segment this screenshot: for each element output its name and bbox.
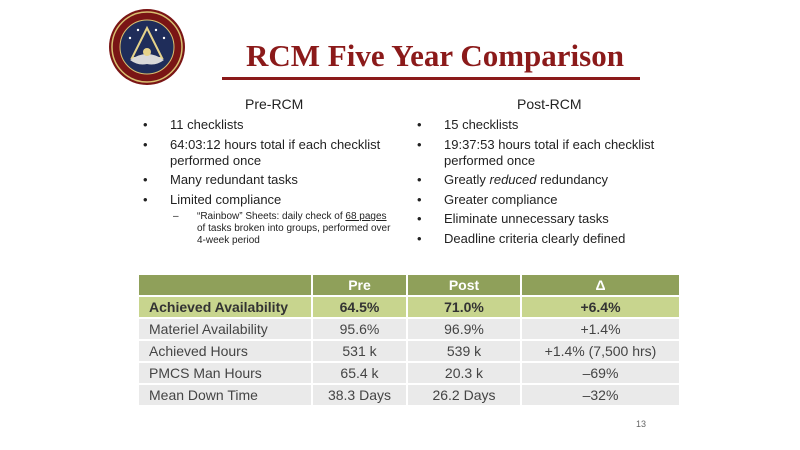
post-bullet-4: Greater compliance [417, 192, 687, 208]
post-value: 20.3 k [408, 363, 520, 383]
pre-value: 95.6% [313, 319, 406, 339]
row-separator [139, 383, 679, 385]
table-row: Mean Down Time 38.3 Days 26.2 Days –32% [139, 385, 679, 405]
table-row: PMCS Man Hours 65.4 k 20.3 k –69% [139, 363, 679, 383]
pre-rcm-heading: Pre-RCM [245, 96, 304, 112]
sub-bullet-text: “Rainbow” Sheets: daily check of 68 page… [197, 211, 397, 247]
header-separator [139, 295, 679, 297]
sub-text-underlined: 68 pages [345, 211, 387, 222]
pre-bullet-4: Limited compliance [143, 192, 413, 208]
page-number: 13 [636, 419, 647, 429]
delta-value: –69% [522, 363, 679, 383]
post-value: 71.0% [408, 297, 520, 317]
table-row: Achieved Availability 64.5% 71.0% +6.4% [139, 297, 679, 317]
sub-bullet-dash: – [173, 211, 179, 222]
pre-value: 531 k [313, 341, 406, 361]
post-bullet-3-italic: reduced [489, 172, 537, 187]
post-rcm-list: 15 checklists 19:37:53 hours total if ea… [417, 117, 687, 250]
pre-value: 64.5% [313, 297, 406, 317]
header-delta: Δ [522, 275, 679, 295]
row-separator [139, 317, 679, 319]
pre-bullet-1: 11 checklists [143, 117, 413, 133]
post-value: 539 k [408, 341, 520, 361]
sub-text-part-1: “Rainbow” Sheets: daily check of [197, 211, 346, 222]
sub-text-part-3: of tasks broken into groups, performed o… [197, 223, 391, 246]
table-header-row: Pre Post Δ [139, 275, 679, 295]
pre-value: 38.3 Days [313, 385, 406, 405]
post-value: 26.2 Days [408, 385, 520, 405]
delta-value: +1.4% (7,500 hrs) [522, 341, 679, 361]
title-underline [222, 77, 640, 80]
table-row: Achieved Hours 531 k 539 k +1.4% (7,500 … [139, 341, 679, 361]
pre-rcm-list: 11 checklists 64:03:12 hours total if ea… [143, 117, 413, 211]
row-label: PMCS Man Hours [139, 363, 311, 383]
delta-value: +1.4% [522, 319, 679, 339]
post-bullet-3: Greatly reduced redundancy [417, 172, 687, 188]
row-label: Materiel Availability [139, 319, 311, 339]
post-bullet-3-c: redundancy [536, 172, 609, 187]
header-post: Post [408, 275, 520, 295]
delta-value: –32% [522, 385, 679, 405]
pre-bullet-2: 64:03:12 hours total if each checklist p… [143, 137, 413, 169]
post-bullet-2: 19:37:53 hours total if each checklist p… [417, 137, 687, 169]
pre-bullet-3: Many redundant tasks [143, 172, 413, 188]
row-label: Achieved Hours [139, 341, 311, 361]
post-bullet-1: 15 checklists [417, 117, 687, 133]
command-seal-icon [109, 9, 185, 85]
post-value: 96.9% [408, 319, 520, 339]
table-row: Materiel Availability 95.6% 96.9% +1.4% [139, 319, 679, 339]
row-separator [139, 339, 679, 341]
pre-value: 65.4 k [313, 363, 406, 383]
row-label: Achieved Availability [139, 297, 311, 317]
post-bullet-3-a: Greatly [444, 172, 490, 187]
header-label-cell [139, 275, 311, 295]
header-pre: Pre [313, 275, 406, 295]
slide-title: RCM Five Year Comparison [246, 38, 624, 73]
comparison-table: Pre Post Δ Achieved Availability 64.5% 7… [137, 275, 681, 405]
row-label: Mean Down Time [139, 385, 311, 405]
delta-value: +6.4% [522, 297, 679, 317]
post-rcm-heading: Post-RCM [517, 96, 582, 112]
post-bullet-5: Eliminate unnecessary tasks [417, 211, 687, 227]
row-separator [139, 361, 679, 363]
post-bullet-6: Deadline criteria clearly defined [417, 231, 687, 247]
